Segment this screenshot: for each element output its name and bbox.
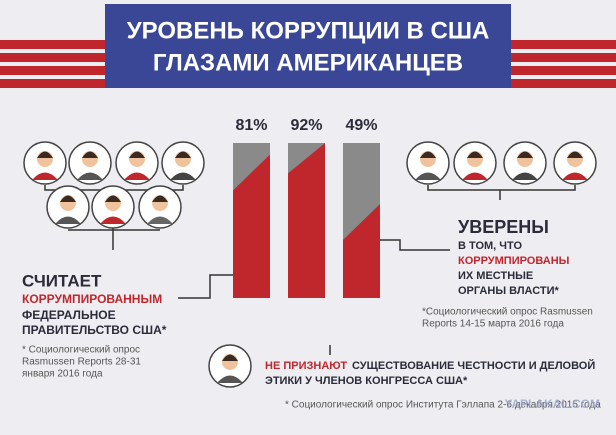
watermark: YAPLAKAL.COM	[504, 397, 600, 411]
icon-body	[462, 172, 488, 180]
left-text: ПРАВИТЕЛЬСТВО США*	[22, 323, 167, 337]
icon-body	[170, 172, 196, 180]
person-icon	[453, 141, 497, 185]
icon-body	[124, 172, 150, 180]
person-icon	[553, 141, 597, 185]
icon-hair	[467, 151, 483, 158]
icon-hair	[567, 151, 583, 158]
left-text: СЧИТАЕТ	[22, 271, 102, 290]
icon-body	[217, 375, 243, 383]
icon-body	[512, 172, 538, 180]
icon-hair	[60, 195, 76, 202]
value-label: 92%	[290, 117, 322, 134]
left-note: Rasmussen Reports 28-31	[22, 357, 141, 368]
left-text: ФЕДЕРАЛЬНОЕ	[22, 308, 116, 322]
icon-body	[32, 172, 58, 180]
right-note: Reports 14-15 марта 2016 года	[422, 319, 564, 330]
icon-body	[415, 172, 441, 180]
person-icon	[91, 185, 135, 229]
icon-hair	[152, 195, 168, 202]
icon-body	[77, 172, 103, 180]
bottom-highlight: НЕ ПРИЗНАЮТ	[265, 360, 347, 372]
bar	[343, 204, 380, 298]
icon-hair	[420, 151, 436, 158]
icon-hair	[517, 151, 533, 158]
icon-body	[55, 216, 81, 224]
bar	[288, 143, 325, 298]
left-text: КОРРУМПИРОВАННЫМ	[22, 292, 162, 306]
icon-hair	[129, 151, 145, 158]
icon-hair	[105, 195, 121, 202]
icon-body	[562, 172, 588, 180]
right-note: *Социологический опрос Rasmussen	[422, 307, 593, 318]
bottom-text: СУЩЕСТВОВАНИЕ ЧЕСТНОСТИ И ДЕЛОВОЙ	[352, 359, 595, 372]
person-icon	[23, 141, 67, 185]
bottom-text: ЭТИКИ У ЧЛЕНОВ КОНГРЕССА США*	[265, 375, 468, 387]
bar	[233, 154, 270, 298]
title-line: УРОВЕНЬ КОРРУПЦИИ В США	[127, 17, 490, 44]
right-text: В ТОМ, ЧТО	[458, 240, 522, 252]
person-icon	[503, 141, 547, 185]
value-label: 81%	[235, 117, 267, 134]
right-text: ИХ МЕСТНЫЕ	[458, 270, 533, 282]
person-icon	[208, 344, 252, 388]
person-icon	[138, 185, 182, 229]
icon-hair	[222, 354, 238, 361]
header-banner	[105, 4, 511, 88]
bottom-note: * Социологический опрос Института Гэллап…	[285, 399, 601, 411]
icon-hair	[82, 151, 98, 158]
left-note: января 2016 года	[22, 369, 103, 380]
icon-hair	[175, 151, 191, 158]
connectors	[44, 185, 576, 355]
left-note: * Социологический опрос	[22, 345, 140, 356]
person-icon	[68, 141, 112, 185]
right-text: ОРГАНЫ ВЛАСТИ*	[458, 285, 560, 297]
title-line: ГЛАЗАМИ АМЕРИКАНЦЕВ	[153, 49, 463, 76]
person-icon	[115, 141, 159, 185]
icon-hair	[37, 151, 53, 158]
person-icon	[406, 141, 450, 185]
right-text: УВЕРЕНЫ	[458, 217, 549, 237]
person-icon	[46, 185, 90, 229]
icon-body	[100, 216, 126, 224]
person-icon	[161, 141, 205, 185]
icon-body	[147, 216, 173, 224]
right-text: КОРРУМПИРОВАНЫ	[458, 255, 570, 267]
value-label: 49%	[345, 117, 377, 134]
